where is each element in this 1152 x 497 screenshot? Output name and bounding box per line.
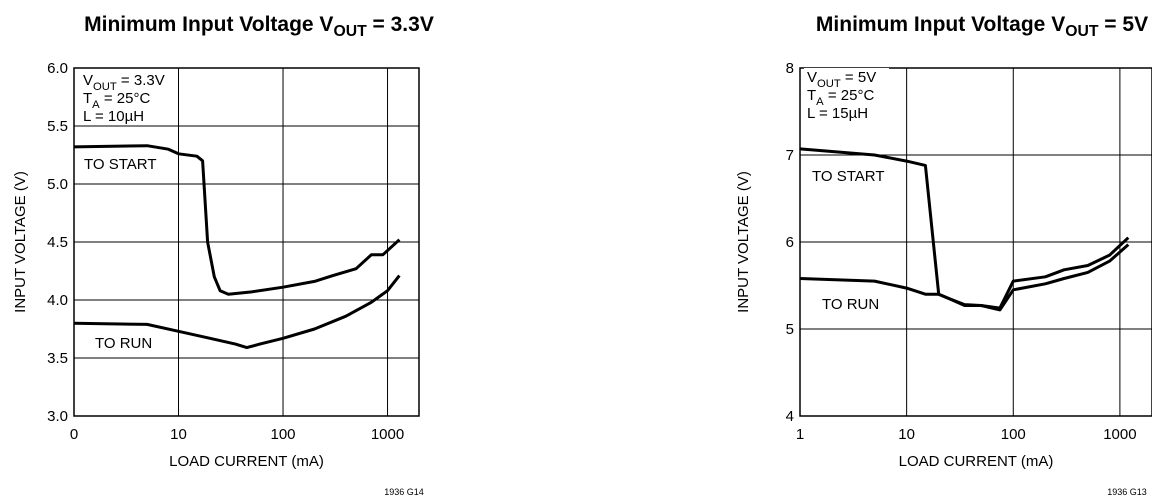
chart-title-main: Minimum Input Voltage V	[84, 13, 333, 36]
series-label: TO RUN	[95, 335, 152, 352]
condition-text-sub: OUT	[93, 81, 117, 93]
y-tick-label: 3.5	[47, 350, 68, 367]
chart-title: Minimum Input Voltage VOUT = 3.3V	[84, 13, 434, 40]
condition-text: L = 10µH	[83, 108, 144, 125]
y-tick-label: 5	[786, 321, 794, 338]
chart-title-main: Minimum Input Voltage V	[816, 13, 1065, 36]
x-tick-label: 1000	[1103, 426, 1136, 443]
condition-text-tail: = 25°C	[100, 90, 151, 107]
x-axis-label: LOAD CURRENT (mA)	[899, 453, 1054, 470]
condition-text-main: L = 15µH	[807, 105, 868, 122]
condition-text-main: T	[83, 90, 92, 107]
y-tick-label: 8	[786, 60, 794, 77]
condition-text-tail: = 3.3V	[117, 72, 165, 89]
condition-text-tail: = 5V	[841, 69, 876, 86]
x-tick-label: 1	[796, 426, 804, 443]
y-tick-label: 7	[786, 147, 794, 164]
y-tick-label: 3.0	[47, 408, 68, 425]
conditions-background	[80, 71, 178, 125]
x-tick-label: 10	[170, 426, 187, 443]
chart-title: Minimum Input Voltage VOUT = 5V	[816, 13, 1148, 40]
plot-frame	[799, 67, 1152, 417]
x-tick-label: 100	[271, 426, 296, 443]
condition-text: TA = 25°C	[807, 87, 874, 108]
series-line-to-run	[799, 243, 1130, 312]
series-line-to-run	[73, 274, 401, 350]
y-tick-label: 4.5	[47, 234, 68, 251]
condition-text: L = 15µH	[807, 105, 868, 122]
condition-text: VOUT = 5V	[807, 69, 876, 90]
y-tick-label: 5.5	[47, 118, 68, 135]
condition-text: TA = 25°C	[83, 90, 150, 111]
chart-title-tail: = 5V	[1098, 13, 1148, 36]
x-tick-label: 0	[70, 426, 78, 443]
condition-text-sub: A	[92, 99, 100, 111]
chart-title-sub: OUT	[333, 23, 367, 40]
y-tick-label: 4.0	[47, 292, 68, 309]
condition-text-main: V	[83, 72, 93, 89]
condition-text-sub: OUT	[817, 78, 841, 90]
figure-code: 1936 G14	[384, 487, 424, 497]
series-label: TO START	[84, 156, 157, 173]
y-axis-label: INPUT VOLTAGE (V)	[12, 171, 29, 313]
x-tick-label: 10	[898, 426, 915, 443]
plot-frame	[73, 67, 420, 417]
chart-1: Minimum Input Voltage VOUT = 3.3V3.03.54…	[12, 13, 434, 497]
y-tick-label: 4	[786, 408, 794, 425]
x-axis-label: LOAD CURRENT (mA)	[169, 453, 324, 470]
condition-text-main: V	[807, 69, 817, 86]
condition-text-main: T	[807, 87, 816, 104]
series-label: TO START	[812, 168, 885, 185]
y-tick-label: 6.0	[47, 60, 68, 77]
condition-text-main: L = 10µH	[83, 108, 144, 125]
x-tick-label: 1000	[371, 426, 404, 443]
series-label-background	[818, 294, 882, 315]
series-line-to-start	[73, 144, 401, 296]
condition-text-tail: = 25°C	[824, 87, 875, 104]
conditions-background	[804, 68, 889, 124]
chart-title-tail: = 3.3V	[367, 13, 434, 36]
series-label-background	[91, 333, 155, 354]
y-axis-label: INPUT VOLTAGE (V)	[735, 171, 752, 313]
y-tick-label: 5.0	[47, 176, 68, 193]
y-tick-label: 6	[786, 234, 794, 251]
series-label-background	[808, 166, 890, 187]
chart-title-sub: OUT	[1065, 23, 1099, 40]
condition-text-sub: A	[816, 96, 824, 108]
series-label-background	[80, 154, 162, 175]
x-tick-label: 100	[1001, 426, 1026, 443]
figure-code: 1936 G13	[1107, 487, 1147, 497]
condition-text: VOUT = 3.3V	[83, 72, 165, 93]
series-label: TO RUN	[822, 296, 879, 313]
